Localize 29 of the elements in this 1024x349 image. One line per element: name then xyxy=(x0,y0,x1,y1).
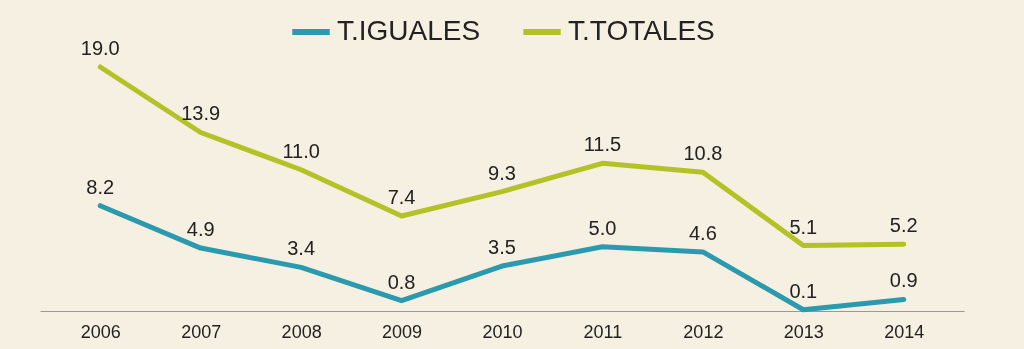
x-tick-label: 2011 xyxy=(583,321,623,342)
x-tick-label: 2009 xyxy=(382,321,423,342)
data-label: 19.0 xyxy=(80,37,120,59)
data-label: 10.8 xyxy=(683,142,723,165)
x-tick-label: 2006 xyxy=(80,321,121,342)
data-label: 7.4 xyxy=(387,185,416,208)
data-label: 4.9 xyxy=(186,218,215,241)
data-label: 5.0 xyxy=(588,216,617,239)
data-label: 0.8 xyxy=(387,270,416,293)
data-label: 11.5 xyxy=(583,133,622,156)
data-label: 8.2 xyxy=(86,175,115,198)
x-tick-label: 2007 xyxy=(181,321,222,342)
data-label: 5.1 xyxy=(789,215,818,238)
data-label: 13.9 xyxy=(181,102,221,125)
x-tick-label: 2012 xyxy=(683,321,724,342)
data-label: 0.1 xyxy=(789,279,818,302)
data-label: 9.3 xyxy=(488,161,516,184)
x-tick-label: 2013 xyxy=(783,321,824,342)
x-tick-label: 2010 xyxy=(482,321,523,342)
legend-label: T.TOTALES xyxy=(568,15,715,46)
data-label: 4.6 xyxy=(688,221,717,244)
x-tick-label: 2008 xyxy=(281,321,322,342)
data-label: 3.5 xyxy=(488,236,516,259)
data-label: 3.4 xyxy=(287,237,316,260)
data-label: 0.9 xyxy=(889,269,918,292)
legend-label: T.IGUALES xyxy=(337,15,481,46)
x-tick-label: 2014 xyxy=(884,321,925,342)
data-label: 11.0 xyxy=(282,139,320,162)
data-label: 5.2 xyxy=(889,214,918,237)
